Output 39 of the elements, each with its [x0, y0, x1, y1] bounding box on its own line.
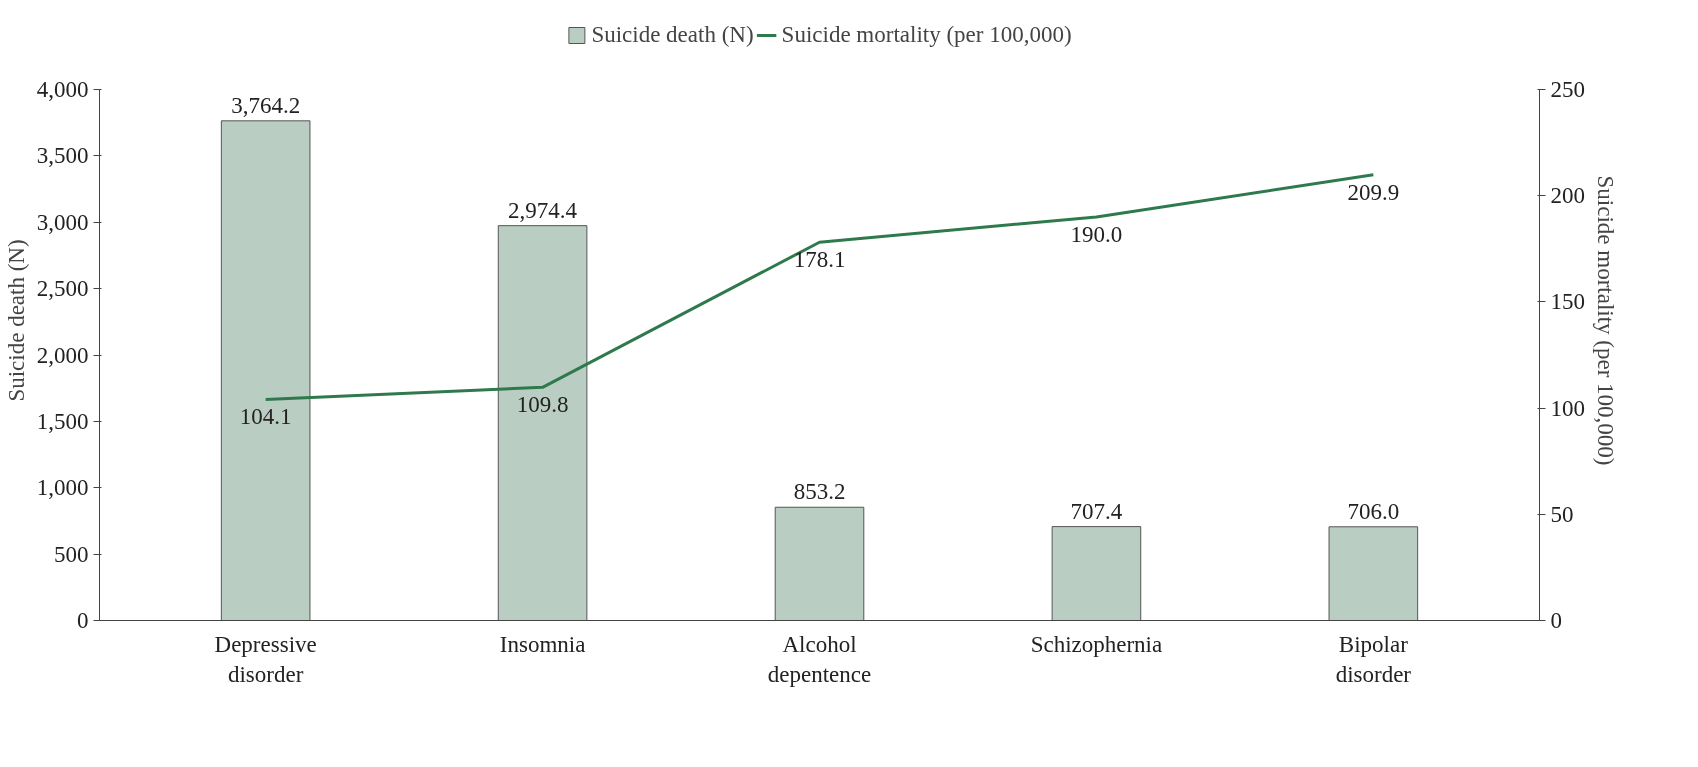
- y-tick-label: 2,500: [36, 276, 89, 302]
- x-tick-label: Depressive disorder: [214, 631, 317, 687]
- data-label: 853.2: [793, 479, 846, 505]
- data-label: 2,974.4: [508, 197, 578, 223]
- y2-tick-label: 50: [1550, 501, 1574, 527]
- data-label: 109.8: [516, 392, 569, 418]
- data-label: 178.1: [793, 247, 846, 273]
- x-tick-label: Schizophernia: [1030, 631, 1163, 657]
- data-label: 190.0: [1070, 221, 1123, 247]
- x-tick-label: Bipolar disorder: [1335, 631, 1412, 687]
- y-tick-label: 1,000: [36, 475, 89, 501]
- y-tick-label: 3,500: [36, 143, 89, 169]
- y2-tick-label: 250: [1550, 77, 1585, 103]
- x-tick-label: Alcohol depentence: [767, 631, 872, 687]
- x-tick-label: Insomnia: [499, 631, 586, 657]
- y-axis-title: Suicide death (N): [3, 239, 29, 402]
- y2-axis-title: Suicide mortality (per 100,000): [1593, 175, 1618, 466]
- data-label: 707.4: [1070, 498, 1123, 524]
- y-tick-label: 4,000: [36, 77, 89, 103]
- legend-label: Suicide mortality (per 100,000): [781, 22, 1072, 48]
- y-tick-label: 0: [77, 608, 89, 633]
- data-label: 3,764.2: [231, 92, 301, 118]
- bar: [1328, 526, 1419, 621]
- legend-label: Suicide death (N): [591, 22, 754, 48]
- y2-tick-label: 200: [1550, 183, 1585, 209]
- y2-tick-label: 150: [1550, 289, 1585, 315]
- bar: [774, 506, 865, 621]
- y2-tick-label: 0: [1550, 608, 1562, 633]
- bar: [1051, 526, 1142, 621]
- y-tick-label: 3,000: [36, 209, 89, 235]
- y2-tick-label: 100: [1550, 395, 1585, 421]
- y-tick-label: 2,000: [36, 342, 89, 368]
- bar: [497, 225, 588, 621]
- data-label: 209.9: [1347, 179, 1400, 205]
- y-tick-label: 500: [54, 541, 89, 567]
- data-label: 706.0: [1347, 498, 1400, 524]
- bar: [220, 120, 311, 621]
- data-label: 104.1: [239, 404, 292, 430]
- y-tick-label: 1,500: [36, 408, 89, 434]
